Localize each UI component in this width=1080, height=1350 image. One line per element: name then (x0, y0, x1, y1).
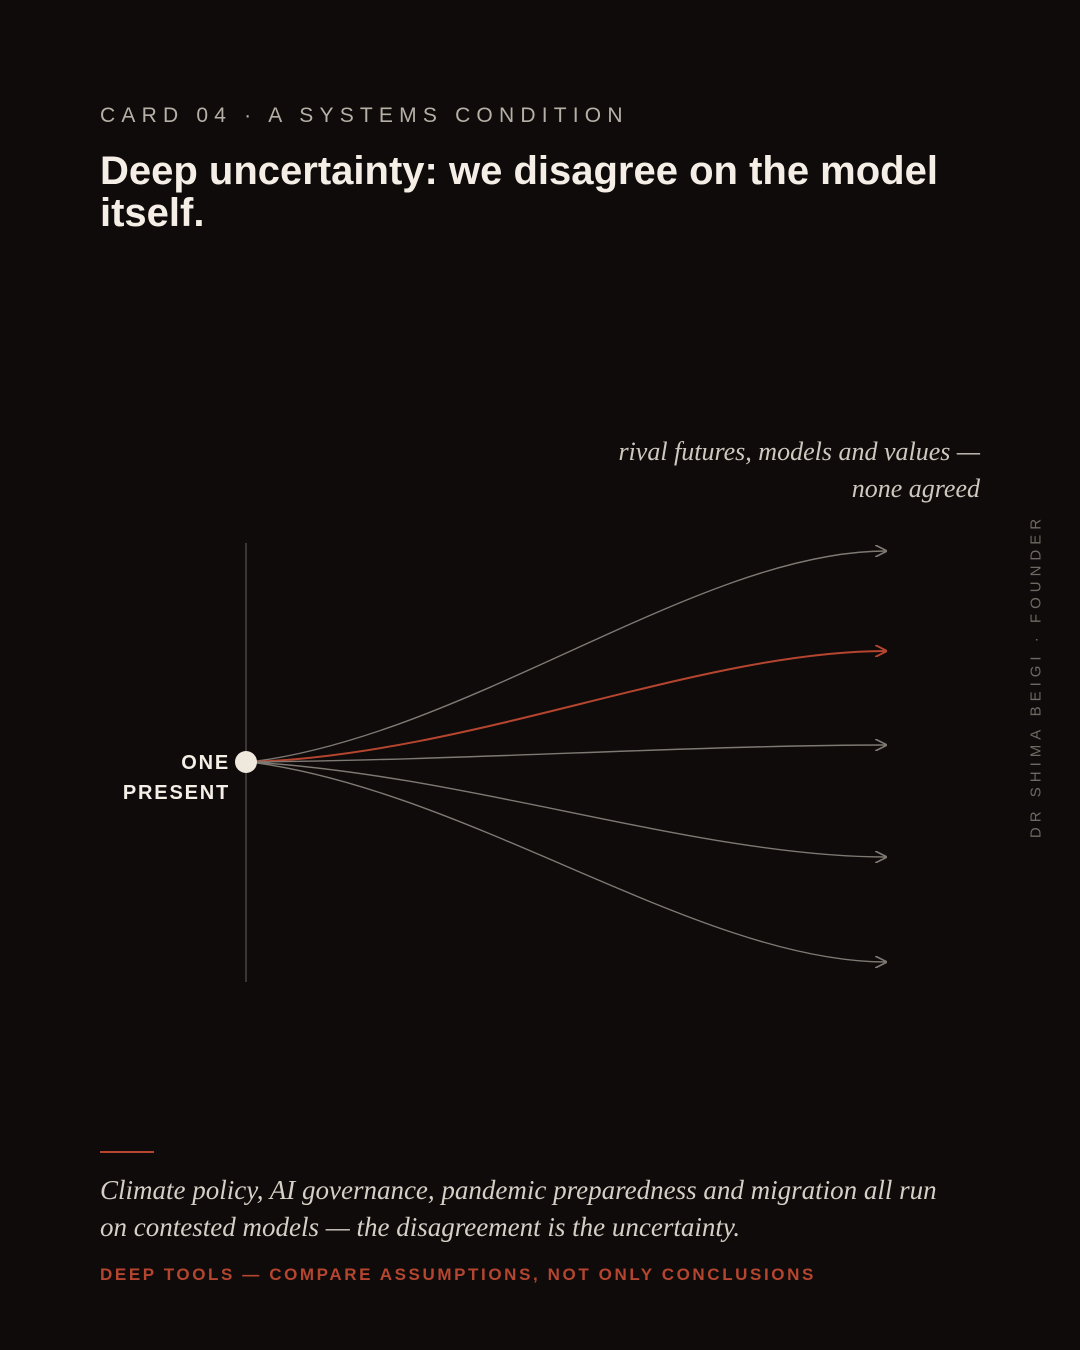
card-eyebrow: CARD 04 · A SYSTEMS CONDITION (100, 104, 629, 127)
annotation-line: rival futures, models and values — (618, 437, 980, 466)
future-path (249, 551, 886, 763)
footer-tagline: DEEP TOOLS — COMPARE ASSUMPTIONS, NOT ON… (100, 1265, 816, 1284)
future-path (249, 761, 886, 857)
side-credit: DR SHIMA BEIGI · FOUNDER (1027, 513, 1045, 839)
present-label-line: ONE (181, 752, 230, 774)
card-title: Deep uncertainty: we disagree on the mod… (100, 149, 938, 235)
future-path (249, 761, 886, 962)
accent-rule (100, 1151, 154, 1153)
present-label-line: PRESENT (122, 782, 230, 804)
present-dot (235, 751, 257, 773)
annotation-line: none agreed (851, 474, 980, 503)
future-paths (249, 551, 886, 962)
caption: Climate policy, AI governance, pandemic … (100, 1172, 990, 1246)
futures-annotation: rival futures, models and values — none … (480, 433, 980, 507)
present-label: ONE PRESENT (100, 748, 230, 808)
future-path (249, 745, 886, 763)
caption-line: Climate policy, AI governance, pandemic … (100, 1175, 937, 1205)
future-path-highlighted (249, 651, 886, 763)
caption-line: on contested models — the disagreement i… (100, 1212, 741, 1242)
